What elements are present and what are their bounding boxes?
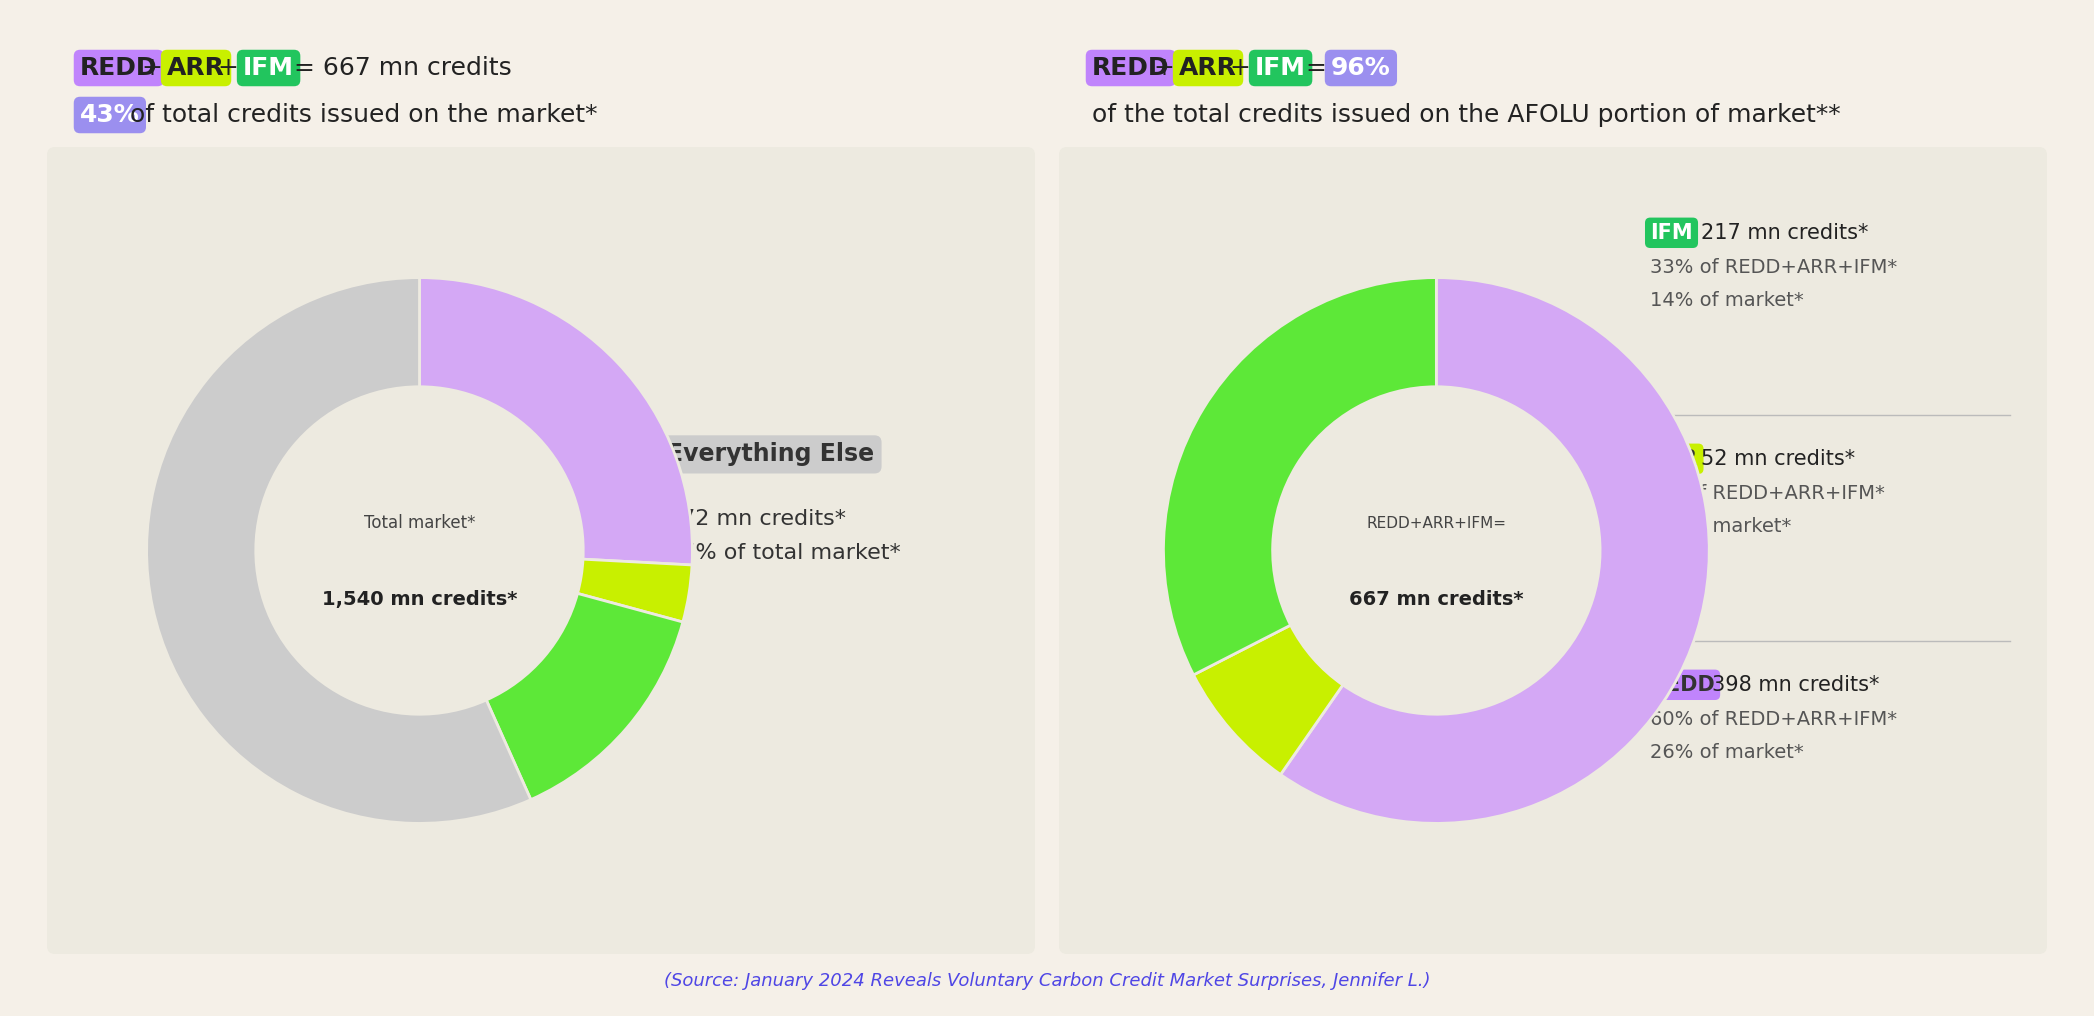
Text: +: + [1145, 56, 1183, 80]
Text: 33% of REDD+ARR+IFM*: 33% of REDD+ARR+IFM* [1650, 258, 1897, 276]
Text: = 667 mn credits: = 667 mn credits [285, 56, 511, 80]
Text: 43%: 43% [80, 103, 140, 127]
Text: +: + [1221, 56, 1258, 80]
Text: 872 mn credits*: 872 mn credits* [668, 509, 846, 529]
Text: 60% of REDD+ARR+IFM*: 60% of REDD+ARR+IFM* [1650, 710, 1897, 728]
Text: 1,540 mn credits*: 1,540 mn credits* [322, 590, 517, 610]
Text: REDD: REDD [80, 56, 157, 80]
Text: REDD+ARR+IFM=: REDD+ARR+IFM= [1367, 516, 1506, 530]
Text: Total market*: Total market* [364, 514, 475, 532]
Text: =: = [1298, 56, 1334, 80]
Text: IFM: IFM [243, 56, 293, 80]
Wedge shape [1282, 277, 1709, 823]
Text: 217 mn credits*: 217 mn credits* [1700, 223, 1868, 243]
Text: ARR: ARR [1179, 56, 1238, 80]
Text: 8% of REDD+ARR+IFM*: 8% of REDD+ARR+IFM* [1650, 484, 1885, 503]
Wedge shape [1164, 277, 1436, 675]
Text: 96%: 96% [1332, 56, 1390, 80]
Text: Everything Else: Everything Else [668, 442, 875, 466]
Text: ARR: ARR [168, 56, 224, 80]
Text: IFM: IFM [1650, 223, 1692, 243]
Text: 667 mn credits*: 667 mn credits* [1349, 590, 1524, 610]
Wedge shape [147, 277, 532, 823]
Text: of the total credits issued on the AFOLU portion of market**: of the total credits issued on the AFOLU… [1091, 103, 1841, 127]
Wedge shape [578, 559, 691, 622]
Text: 26% of market*: 26% of market* [1650, 743, 1803, 762]
Text: +: + [209, 56, 247, 80]
Text: REDD: REDD [1091, 56, 1171, 80]
Text: +: + [134, 56, 170, 80]
Wedge shape [419, 277, 693, 565]
FancyBboxPatch shape [1060, 147, 2048, 954]
Text: IFM: IFM [1254, 56, 1307, 80]
Text: 3% of market*: 3% of market* [1650, 517, 1792, 535]
Text: 398 mn credits*: 398 mn credits* [1713, 675, 1880, 695]
Text: (Source: January 2024 Reveals Voluntary Carbon Credit Market Surprises, Jennifer: (Source: January 2024 Reveals Voluntary … [664, 972, 1430, 990]
Text: ARR: ARR [1650, 449, 1698, 468]
Text: of total credits issued on the market*: of total credits issued on the market* [121, 103, 599, 127]
Text: REDD: REDD [1650, 675, 1715, 695]
FancyBboxPatch shape [46, 147, 1034, 954]
Text: 52 mn credits*: 52 mn credits* [1700, 449, 1855, 468]
Wedge shape [1194, 625, 1342, 774]
Wedge shape [486, 593, 683, 800]
Text: 14% of market*: 14% of market* [1650, 291, 1803, 310]
Text: 57% of total market*: 57% of total market* [668, 544, 900, 564]
